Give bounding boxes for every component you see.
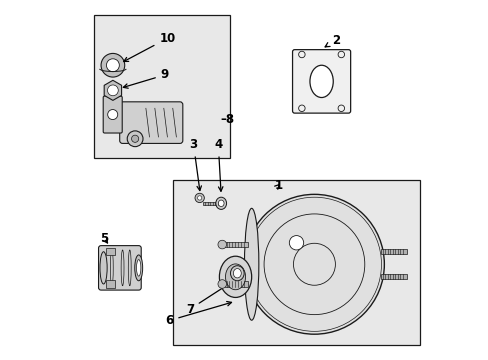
FancyBboxPatch shape bbox=[120, 102, 183, 143]
Circle shape bbox=[218, 280, 226, 288]
Ellipse shape bbox=[233, 269, 241, 278]
Bar bbox=[94, 15, 230, 158]
Bar bbox=[380, 249, 406, 254]
Ellipse shape bbox=[230, 266, 244, 281]
Bar bbox=[106, 280, 115, 288]
Circle shape bbox=[106, 59, 119, 72]
Ellipse shape bbox=[215, 197, 226, 210]
Circle shape bbox=[218, 240, 226, 249]
Ellipse shape bbox=[100, 252, 107, 284]
Ellipse shape bbox=[309, 65, 333, 98]
Circle shape bbox=[127, 131, 142, 147]
FancyBboxPatch shape bbox=[99, 246, 141, 290]
Circle shape bbox=[101, 53, 124, 77]
FancyBboxPatch shape bbox=[103, 96, 122, 133]
Bar bbox=[380, 274, 406, 279]
Text: 2: 2 bbox=[325, 33, 339, 47]
Bar bbox=[106, 248, 115, 255]
Text: –8: –8 bbox=[220, 113, 234, 126]
Bar bbox=[224, 242, 247, 247]
Ellipse shape bbox=[225, 264, 245, 290]
Ellipse shape bbox=[244, 208, 258, 320]
Text: 3: 3 bbox=[189, 138, 201, 190]
Ellipse shape bbox=[218, 200, 224, 207]
Circle shape bbox=[107, 85, 118, 96]
Circle shape bbox=[195, 193, 204, 203]
Ellipse shape bbox=[219, 256, 251, 297]
Polygon shape bbox=[104, 80, 122, 100]
Text: 5: 5 bbox=[100, 231, 108, 244]
Ellipse shape bbox=[135, 255, 142, 281]
Circle shape bbox=[107, 109, 118, 120]
Text: 6: 6 bbox=[165, 301, 231, 327]
FancyBboxPatch shape bbox=[292, 50, 350, 113]
Text: 1: 1 bbox=[274, 179, 282, 192]
Bar bbox=[172, 180, 419, 345]
Bar bbox=[224, 281, 247, 287]
Bar bbox=[203, 202, 220, 205]
Text: 9: 9 bbox=[123, 68, 169, 88]
Circle shape bbox=[244, 194, 384, 334]
Text: 10: 10 bbox=[123, 32, 175, 62]
Text: 7: 7 bbox=[185, 277, 239, 316]
Circle shape bbox=[131, 135, 139, 142]
Text: 4: 4 bbox=[214, 138, 223, 191]
Circle shape bbox=[289, 235, 303, 250]
Circle shape bbox=[197, 196, 202, 200]
Ellipse shape bbox=[136, 260, 141, 276]
